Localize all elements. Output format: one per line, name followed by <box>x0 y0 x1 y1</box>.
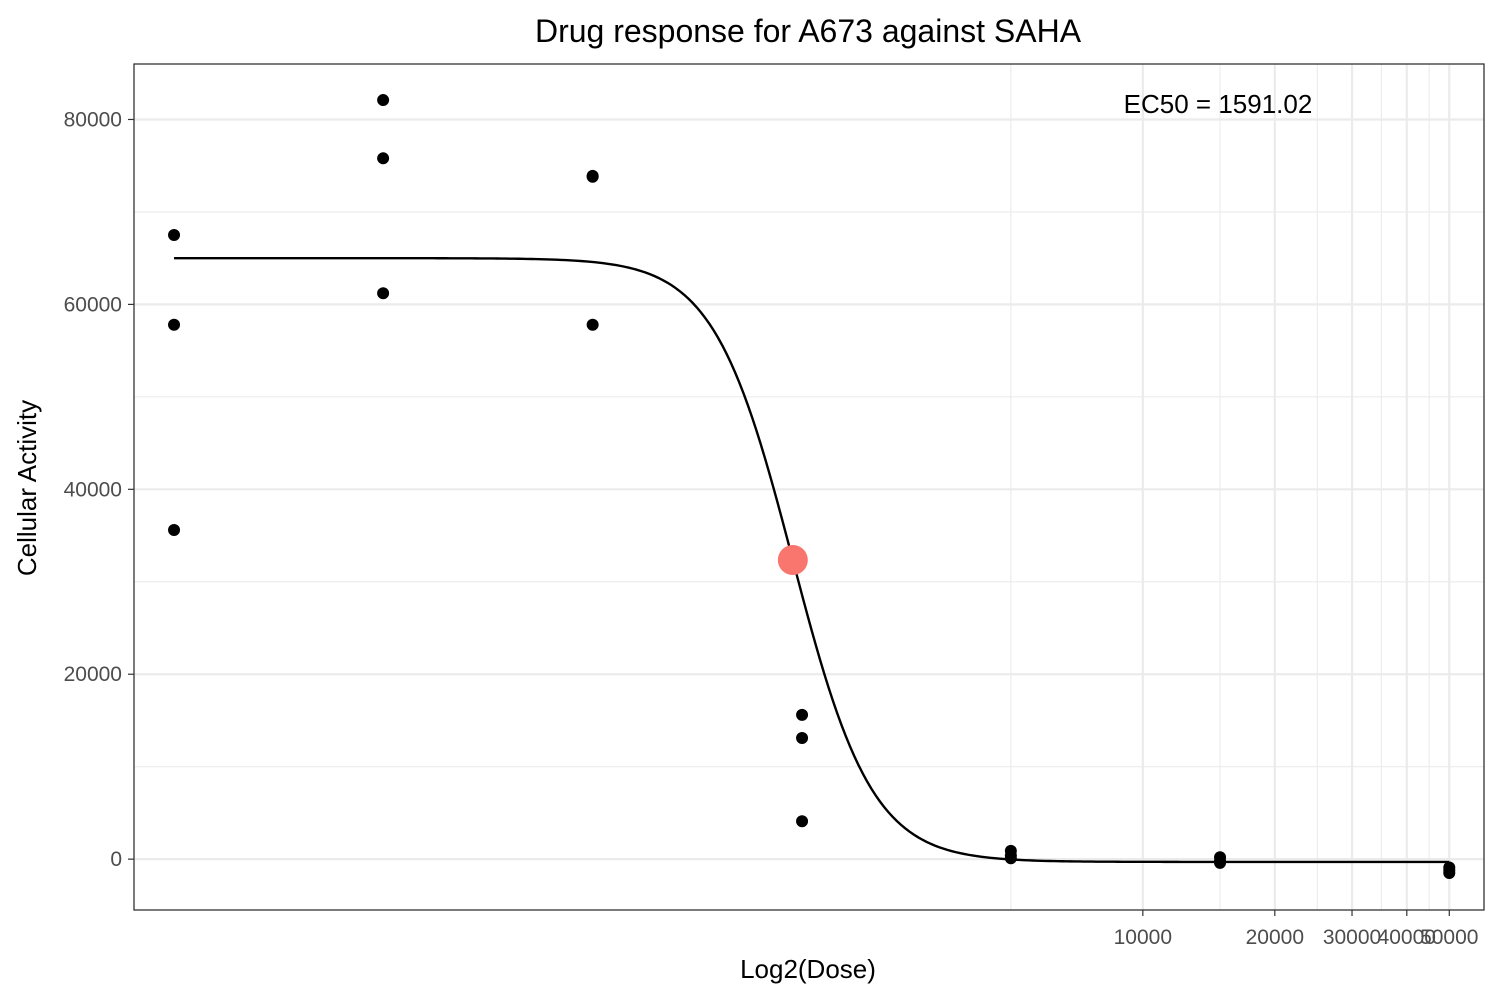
ec50-annotation: EC50 = 1591.02 <box>1124 89 1313 119</box>
y-axis-title: Cellular Activity <box>12 400 42 576</box>
y-tick-label: 0 <box>110 848 122 871</box>
data-point <box>1214 856 1227 869</box>
y-tick-label: 60000 <box>64 293 122 316</box>
chart-title: Drug response for A673 against SAHA <box>535 13 1082 49</box>
data-point <box>377 94 390 107</box>
y-tick-label: 80000 <box>64 108 122 131</box>
x-tick-label: 50000 <box>1420 926 1478 949</box>
ec50-point <box>777 545 808 576</box>
data-point <box>377 287 390 300</box>
data-point <box>796 708 809 721</box>
fit-curve-layer <box>174 256 1450 864</box>
x-tick-label: 40000 <box>1378 926 1436 949</box>
panel-border <box>133 63 1485 911</box>
x-tick-label: 30000 <box>1323 926 1381 949</box>
grid-lines <box>134 64 1484 910</box>
y-tick-label: 40000 <box>64 478 122 501</box>
data-point <box>168 523 181 536</box>
y-axis-ticks: 0 20000 40000 60000 80000 <box>64 108 134 871</box>
data-point <box>377 152 390 165</box>
y-tick-label: 20000 <box>64 663 122 686</box>
fit-curve <box>174 256 1450 864</box>
x-axis-title: Log2(Dose) <box>740 954 876 984</box>
data-point <box>168 229 181 242</box>
data-point <box>1443 867 1456 880</box>
data-point <box>796 815 809 828</box>
data-point <box>586 318 599 331</box>
data-point <box>1004 852 1017 865</box>
x-tick-label: 20000 <box>1246 926 1304 949</box>
data-point <box>796 732 809 745</box>
data-points-layer <box>168 94 1456 880</box>
data-point <box>586 169 599 182</box>
x-tick-label: 10000 <box>1114 926 1172 949</box>
data-point <box>168 318 181 331</box>
ec50-layer <box>777 545 808 576</box>
